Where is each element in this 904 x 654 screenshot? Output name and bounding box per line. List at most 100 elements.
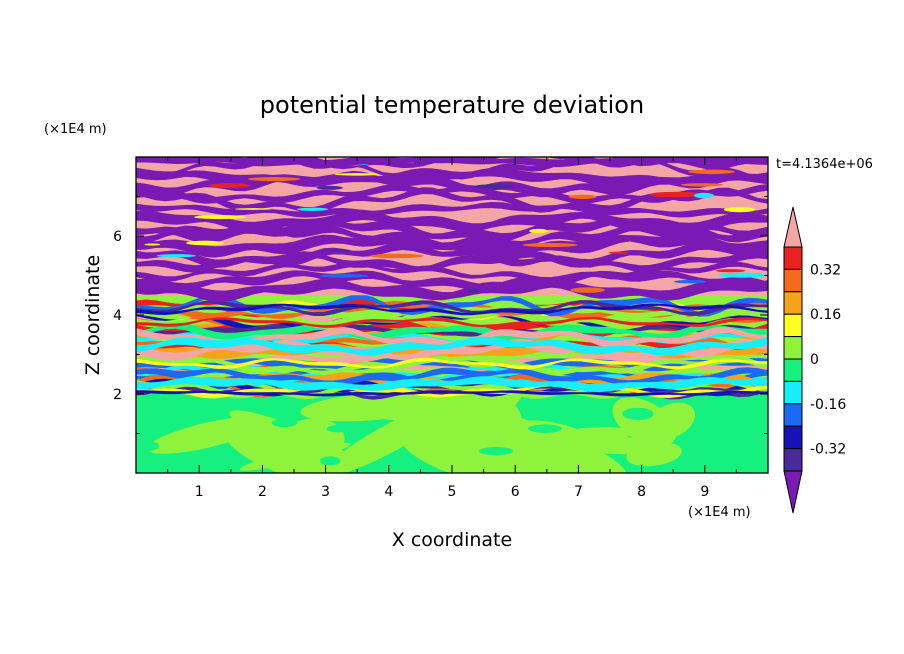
field-band [136, 209, 768, 233]
y-axis-label: Z coordinate [82, 255, 104, 375]
colorbar-segment [783, 336, 803, 360]
x-tick-label: 9 [700, 484, 709, 500]
field-patch [156, 254, 196, 258]
y-tick-label: 6 [113, 229, 122, 245]
field-patch [297, 207, 329, 211]
field-patch [680, 183, 724, 187]
field-patch [723, 207, 756, 213]
x-tick-label: 3 [321, 484, 330, 500]
field-patch [208, 183, 251, 188]
field-band [136, 327, 768, 349]
field-patch [608, 251, 629, 254]
field-patch [229, 410, 351, 463]
field-band [136, 261, 768, 283]
field-patch [622, 407, 654, 420]
field-band [136, 184, 768, 204]
colorbar-label: 0.16 [810, 307, 841, 323]
colorbar-segment [783, 313, 803, 338]
x-tick-label: 4 [384, 484, 393, 500]
field-patch [234, 208, 272, 210]
field-band [136, 376, 768, 393]
field-patch [194, 215, 247, 220]
field-patch [693, 192, 714, 199]
field-patch [674, 280, 707, 284]
colorbar-label: -0.32 [810, 442, 846, 458]
field-patch [399, 427, 496, 473]
field-band [136, 390, 768, 397]
x-axis-label: X coordinate [392, 529, 512, 551]
colorbar-segment [783, 291, 803, 315]
x-tick-label: 8 [637, 484, 646, 500]
y-unit-label: (×1E4 m) [44, 122, 107, 137]
field-band [136, 367, 768, 387]
plot-area [136, 157, 768, 473]
colorbar-segment [783, 246, 803, 270]
field-band [136, 202, 768, 218]
field-patch [428, 381, 525, 442]
field-patch [687, 169, 736, 175]
field-patch [136, 439, 160, 452]
colorbar-segment [783, 268, 803, 293]
field-band [136, 241, 768, 268]
field-patch [369, 253, 424, 259]
y-tick-label: 2 [113, 387, 122, 403]
field-patch [649, 191, 702, 198]
colorbar-segment [783, 358, 803, 382]
field-patch [324, 401, 454, 473]
field-band [136, 294, 768, 317]
field-patch [715, 269, 746, 273]
field-patch [327, 249, 350, 252]
field-patch [522, 242, 578, 248]
colorbar-label: 0 [810, 352, 819, 368]
colorbar-label: -0.16 [810, 397, 846, 413]
field-patch [147, 416, 266, 454]
field-patch [466, 288, 481, 293]
field-patch [474, 398, 522, 445]
field-patch [718, 272, 767, 278]
field-band [136, 382, 768, 399]
x-unit-label: (×1E4 m) [688, 505, 751, 520]
field-patch [316, 185, 343, 190]
colorbar-top-arrow [783, 206, 803, 248]
field-band [136, 300, 768, 316]
field-patch [247, 176, 301, 182]
time-label: t=4.1364e+06 [776, 157, 873, 172]
field-patch [334, 173, 379, 176]
field-band [136, 300, 768, 321]
field-band [136, 303, 768, 316]
field-patch [570, 287, 605, 293]
y-tick-label: 4 [113, 308, 122, 324]
y-axis: 2 4 6 [113, 196, 768, 434]
x-axis: 1 2 3 4 5 6 7 8 9 [167, 157, 737, 500]
field-patch [533, 415, 568, 421]
colorbar-bottom-arrow [783, 470, 803, 514]
field-patch [479, 446, 514, 456]
field-patch [186, 240, 224, 246]
field-band [136, 355, 768, 376]
field-patch [144, 243, 161, 246]
field-patch [223, 421, 344, 473]
field-patch [326, 424, 351, 433]
field-band [136, 357, 768, 370]
field-band [136, 187, 768, 214]
field-patch [473, 184, 515, 190]
field-band [136, 278, 768, 302]
field-band [136, 364, 768, 386]
field-patch [271, 418, 298, 428]
x-tick-label: 1 [195, 484, 204, 500]
field-patch [527, 424, 562, 433]
field-band [136, 336, 768, 356]
field-patch [319, 274, 369, 278]
field-patch [319, 456, 341, 466]
field-band [136, 316, 768, 328]
colorbar: 0.32 0.16 0 -0.16 -0.32 [783, 206, 846, 514]
colorbar-segment [783, 380, 803, 405]
x-tick-label: 2 [258, 484, 267, 500]
field-patch [626, 442, 682, 467]
chart-title: potential temperature deviation [260, 91, 644, 119]
x-tick-label: 7 [574, 484, 583, 500]
colorbar-segment [783, 403, 803, 427]
field-band [136, 338, 768, 362]
field-band [136, 307, 768, 330]
field-patch [568, 194, 597, 199]
